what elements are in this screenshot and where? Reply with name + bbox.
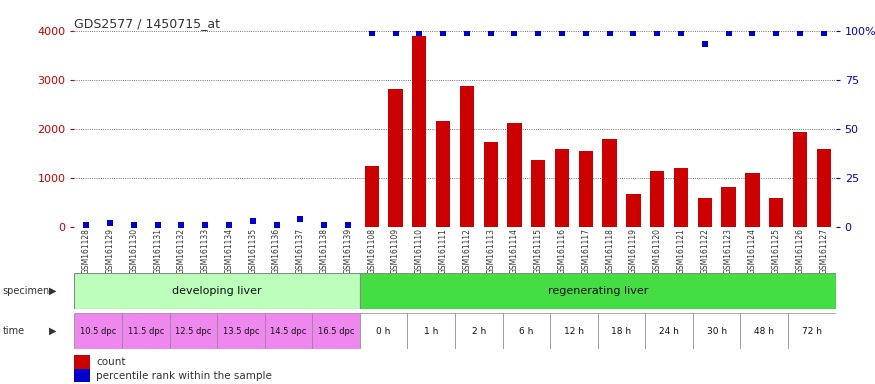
Point: [484, 30, 498, 36]
Text: 10.5 dpc: 10.5 dpc: [80, 327, 116, 336]
Point: [388, 30, 402, 36]
Bar: [455, 313, 502, 349]
Bar: [626, 194, 640, 227]
Point: [293, 216, 307, 222]
Bar: [793, 132, 807, 227]
Text: 30 h: 30 h: [707, 327, 727, 336]
Bar: [746, 173, 760, 227]
Text: 2 h: 2 h: [472, 327, 486, 336]
Bar: [436, 121, 451, 227]
Bar: [788, 313, 836, 349]
Bar: [360, 273, 836, 309]
Point: [746, 30, 760, 36]
Text: ▶: ▶: [49, 286, 56, 296]
Point: [174, 222, 188, 228]
Point: [674, 30, 688, 36]
Text: 12.5 dpc: 12.5 dpc: [175, 327, 212, 336]
Point: [150, 222, 164, 228]
Text: developing liver: developing liver: [172, 286, 262, 296]
Bar: [578, 151, 593, 227]
Text: GDS2577 / 1450715_at: GDS2577 / 1450715_at: [74, 17, 220, 30]
Text: 16.5 dpc: 16.5 dpc: [318, 327, 354, 336]
Point: [531, 30, 545, 36]
Point: [199, 222, 213, 228]
Bar: [365, 166, 379, 227]
Text: percentile rank within the sample: percentile rank within the sample: [96, 371, 272, 381]
Text: count: count: [96, 357, 126, 367]
Bar: [74, 273, 360, 309]
Text: specimen: specimen: [3, 286, 50, 296]
Bar: [693, 313, 740, 349]
Point: [579, 30, 593, 36]
Text: ▶: ▶: [49, 326, 56, 336]
Point: [246, 218, 260, 224]
Point: [626, 30, 640, 36]
Text: 18 h: 18 h: [612, 327, 632, 336]
Text: regenerating liver: regenerating liver: [548, 286, 648, 296]
Bar: [388, 89, 402, 227]
Bar: [598, 313, 646, 349]
Bar: [507, 123, 522, 227]
Bar: [484, 142, 498, 227]
Bar: [170, 313, 217, 349]
Point: [412, 30, 426, 36]
Bar: [674, 168, 688, 227]
Bar: [646, 313, 693, 349]
Bar: [550, 313, 598, 349]
Point: [222, 222, 236, 228]
Point: [270, 222, 284, 228]
Point: [793, 30, 807, 36]
Point: [103, 220, 117, 226]
Point: [722, 30, 736, 36]
Bar: [769, 198, 783, 227]
Point: [650, 30, 664, 36]
Point: [436, 30, 450, 36]
Bar: [697, 198, 712, 227]
Bar: [265, 313, 312, 349]
Point: [317, 222, 331, 228]
Bar: [312, 313, 360, 349]
Bar: [650, 171, 664, 227]
Bar: [217, 313, 265, 349]
Bar: [555, 149, 570, 227]
Text: 13.5 dpc: 13.5 dpc: [222, 327, 259, 336]
Text: 0 h: 0 h: [376, 327, 391, 336]
Point: [80, 222, 94, 228]
Text: 6 h: 6 h: [519, 327, 534, 336]
Point: [460, 30, 474, 36]
Point: [127, 222, 141, 228]
Bar: [74, 313, 122, 349]
Bar: [531, 160, 545, 227]
Bar: [722, 187, 736, 227]
Text: time: time: [3, 326, 24, 336]
Point: [365, 30, 379, 36]
Text: 14.5 dpc: 14.5 dpc: [270, 327, 306, 336]
Bar: [816, 149, 831, 227]
Bar: [360, 313, 408, 349]
Point: [603, 30, 617, 36]
Point: [697, 41, 711, 48]
Point: [341, 222, 355, 228]
Point: [555, 30, 569, 36]
Point: [769, 30, 783, 36]
Text: 48 h: 48 h: [754, 327, 774, 336]
Text: 12 h: 12 h: [564, 327, 584, 336]
Point: [507, 30, 522, 36]
Bar: [603, 139, 617, 227]
Point: [816, 30, 830, 36]
Bar: [459, 86, 474, 227]
Bar: [408, 313, 455, 349]
Text: 1 h: 1 h: [424, 327, 438, 336]
Bar: [412, 36, 426, 227]
Text: 24 h: 24 h: [659, 327, 679, 336]
Text: 11.5 dpc: 11.5 dpc: [128, 327, 164, 336]
Bar: [122, 313, 170, 349]
Bar: [502, 313, 550, 349]
Text: 72 h: 72 h: [802, 327, 822, 336]
Bar: [740, 313, 788, 349]
